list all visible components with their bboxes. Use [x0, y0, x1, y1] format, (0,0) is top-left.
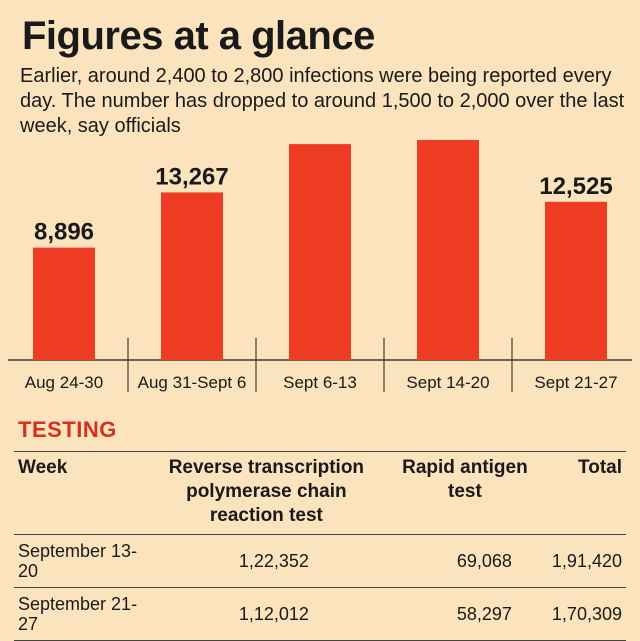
- testing-table: Week Reverse transcription polymerase ch…: [14, 451, 626, 641]
- cell-week: September 13-20: [18, 541, 138, 581]
- testing-heading: TESTING: [18, 417, 117, 442]
- cell-total: 1,91,420: [551, 551, 622, 571]
- bar-value-label: 12,525: [539, 173, 612, 200]
- x-tick-label: Sept 21-27: [534, 373, 617, 392]
- x-tick-label: Sept 14-20: [406, 373, 489, 392]
- cell-rt-pcr: 1,12,012: [238, 604, 309, 624]
- x-tick-label: Aug 31-Sept 6: [138, 373, 247, 392]
- bar: [545, 201, 607, 360]
- bar-value-label: 13,267: [155, 163, 228, 190]
- bar-value-label: 17,092: [283, 140, 356, 142]
- x-tick-label: Sept 6-13: [283, 373, 357, 392]
- bar-chart: 8,896 Aug 24-30 13,267 Aug 31-Sept 6 17,092 S…: [8, 140, 632, 392]
- table-row: September 21-27 1,12,012 58,297 1,70,309: [14, 587, 626, 641]
- col-header-rt-pcr: Reverse transcription polymerase chain r…: [168, 457, 365, 526]
- page-title: Figures at a glance: [22, 14, 375, 58]
- cell-total: 1,70,309: [551, 604, 622, 624]
- col-header-week: Week: [18, 457, 68, 478]
- page-subtitle: Earlier, around 2,400 to 2,800 infection…: [20, 65, 625, 137]
- table-header-row: Week Reverse transcription polymerase ch…: [14, 451, 626, 535]
- col-header-rapid-antigen: Rapid antigen test: [402, 457, 528, 502]
- bar: [417, 140, 479, 360]
- bar: [161, 192, 223, 360]
- cell-rapid-antigen: 69,068: [456, 551, 512, 571]
- bar: [289, 144, 351, 360]
- x-tick-label: Aug 24-30: [25, 373, 103, 392]
- cell-rt-pcr: 1,22,352: [238, 551, 309, 571]
- bar: [33, 247, 95, 360]
- table-row: September 13-20 1,22,352 69,068 1,91,420: [14, 534, 626, 588]
- col-header-total: Total: [578, 457, 622, 478]
- cell-rapid-antigen: 58,297: [456, 604, 512, 624]
- cell-week: September 21-27: [18, 594, 138, 634]
- bar-value-label: 8,896: [34, 219, 94, 246]
